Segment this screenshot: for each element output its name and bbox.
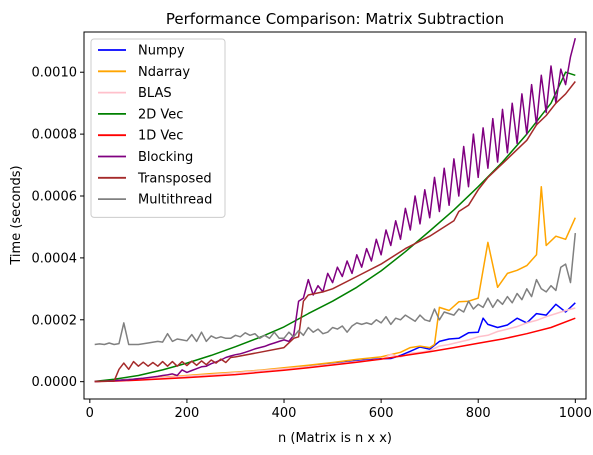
- series-line-2d-vec: [94, 71, 576, 383]
- legend-label-blocking: Blocking: [138, 150, 193, 165]
- x-tick-label: 800: [466, 406, 491, 421]
- legend-label-transposed: Transposed: [137, 171, 212, 186]
- series-line-ndarray: [94, 185, 576, 383]
- y-tick-label: 0.0010: [32, 66, 78, 81]
- legend-label-blas: BLAS: [138, 86, 172, 101]
- y-axis: 0.0000 0.0002 0.0004 0.0006 0.0008 0.0010: [32, 66, 84, 390]
- x-tick-label: 0: [86, 406, 94, 421]
- x-tick-label: 1000: [559, 406, 592, 421]
- series-line-1d-vec: [94, 317, 576, 383]
- series-line-blocking: [94, 38, 577, 383]
- legend: Numpy Ndarray BLAS 2D Vec 1D Vec Blocking Tran…: [90, 38, 226, 218]
- legend-label-2d-vec: 2D Vec: [138, 107, 183, 122]
- series-line-numpy: [94, 302, 576, 383]
- x-tick-label: 600: [369, 406, 394, 421]
- legend-label-ndarray: Ndarray: [138, 65, 190, 80]
- y-tick-label: 0.0008: [32, 128, 78, 143]
- legend-label-1d-vec: 1D Vec: [138, 129, 183, 144]
- series-line-transposed: [94, 81, 576, 383]
- x-tick-label: 400: [272, 406, 297, 421]
- series-line-multithread: [94, 233, 577, 346]
- legend-label-multithread: Multithread: [138, 193, 212, 208]
- chart-title: Performance Comparison: Matrix Subtracti…: [166, 10, 504, 28]
- x-axis: 0 200 400 600 800 1000: [86, 399, 592, 421]
- y-axis-label: Time (seconds): [9, 165, 24, 265]
- series-layer: [94, 38, 577, 383]
- y-tick-label: 0.0006: [32, 190, 78, 205]
- series-line-blas: [94, 307, 576, 383]
- y-tick-label: 0.0002: [32, 313, 78, 328]
- x-tick-label: 200: [175, 406, 200, 421]
- x-axis-label: n (Matrix is n x x): [278, 431, 392, 446]
- legend-box: [90, 38, 226, 218]
- y-tick-label: 0.0000: [32, 375, 78, 390]
- y-tick-label: 0.0004: [32, 251, 78, 266]
- plot-frame: [83, 31, 587, 400]
- legend-label-numpy: Numpy: [138, 44, 185, 59]
